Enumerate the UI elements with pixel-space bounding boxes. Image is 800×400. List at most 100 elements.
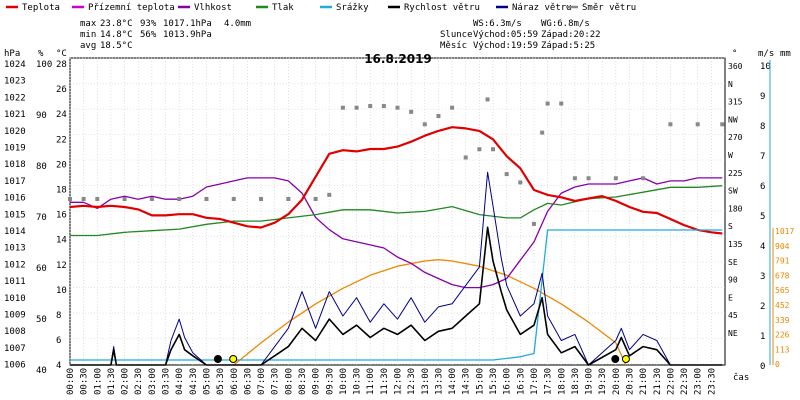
wind-direction-dot	[149, 197, 154, 201]
x-tick-label: 18:00	[557, 368, 567, 395]
wind-speed-info: WS:6.3m/s	[473, 19, 522, 29]
wind-gust-line	[70, 171, 723, 366]
moon-rise: Východ:19:59	[473, 41, 538, 51]
hpa-tick-label: 1009	[4, 311, 26, 321]
direction-tick-label: E	[728, 293, 733, 302]
humidity-tick-label: 100	[36, 60, 52, 70]
wind-direction-dot	[395, 105, 400, 110]
rain-line	[70, 229, 723, 361]
wind-direction-dot	[668, 122, 673, 127]
x-tick-label: 17:30	[544, 368, 554, 395]
temp-tick-label: 22	[56, 135, 67, 145]
hpa-tick-label: 1018	[4, 160, 26, 170]
mm-tick-label: 791	[775, 257, 790, 266]
mm-unit: mm	[780, 49, 791, 59]
wind-direction-dot	[177, 197, 182, 201]
x-tick-label: 09:30	[325, 368, 335, 395]
wind-direction-dot	[545, 101, 550, 106]
mm-tick-label: 678	[775, 271, 790, 280]
moon-label: Měsíc	[440, 41, 467, 51]
x-tick-label: 13:30	[434, 368, 444, 395]
x-tick-label: 10:30	[353, 368, 363, 395]
deg-unit: °	[732, 49, 737, 59]
x-tick-label: 02:30	[134, 368, 144, 395]
wind-direction-dot	[720, 122, 725, 127]
direction-tick-label: NE	[728, 329, 738, 338]
wind-direction-dot	[450, 105, 455, 110]
x-tick-label: 03:00	[148, 368, 158, 395]
x-tick-label: 07:30	[271, 368, 281, 395]
direction-tick-label: 315	[728, 98, 743, 107]
x-tick-label: 01:30	[107, 368, 117, 395]
x-tick-label: 06:00	[230, 368, 240, 395]
direction-tick-label: S	[728, 222, 733, 231]
direction-tick-label: SE	[728, 258, 738, 267]
wind-direction-dot	[695, 122, 700, 127]
ms-tick-label: 7	[760, 152, 765, 162]
legend-label: Směr větru	[582, 3, 636, 13]
direction-tick-label: 90	[728, 276, 738, 285]
wind-direction-dot	[477, 147, 482, 152]
temp-tick-label: 18	[56, 186, 67, 196]
x-tick-label: 00:00	[66, 368, 76, 395]
hpa-tick-label: 1020	[4, 127, 26, 137]
humidity-tick-label: 80	[36, 162, 47, 172]
wind-direction-dot	[381, 104, 386, 109]
mm-tick-label: 339	[775, 316, 790, 325]
hpa-tick-label: 1022	[4, 93, 26, 103]
legend-label: Rychlost větru	[404, 3, 480, 13]
wind-direction-dot	[531, 221, 536, 226]
moon-set: Západ:5:25	[541, 41, 595, 51]
direction-tick-label: NW	[728, 115, 738, 124]
temp-tick-label: 28	[56, 60, 67, 70]
stat-max-rain: 4.0mm	[224, 19, 251, 29]
wind-direction-dot	[327, 192, 332, 197]
hpa-tick-label: 1006	[4, 361, 26, 371]
ms-tick-label: 9	[760, 92, 765, 102]
humidity-tick-label: 70	[36, 213, 47, 223]
stat-max-press: 1017.1hPa	[163, 19, 212, 29]
ms-unit: m/s	[758, 49, 774, 59]
hpa-tick-label: 1008	[4, 327, 26, 337]
wind-direction-dot	[504, 172, 509, 177]
x-tick-label: 04:00	[175, 368, 185, 395]
wind-direction-dot	[313, 197, 318, 201]
sun-rise: Východ:05:59	[473, 30, 538, 40]
temp-tick-label: 14	[56, 236, 67, 246]
x-tick-label: 22:30	[680, 368, 690, 395]
hpa-tick-label: 1019	[4, 144, 26, 154]
x-tick-label: 12:30	[407, 368, 417, 395]
hpa-tick-label: 1013	[4, 244, 26, 254]
hpa-tick-label: 1007	[4, 344, 26, 354]
ms-tick-label: 6	[760, 182, 765, 192]
x-tick-label: 23:30	[707, 368, 717, 395]
wind-direction-dot	[259, 197, 264, 201]
x-tick-label: 04:30	[189, 368, 199, 395]
x-tick-label: 08:00	[284, 368, 294, 395]
wind-direction-dot	[485, 97, 490, 102]
x-tick-label: 13:00	[421, 368, 431, 395]
wind-direction-dot	[122, 197, 127, 201]
hpa-tick-label: 1021	[4, 110, 26, 120]
hpa-unit: hPa	[4, 49, 20, 59]
hpa-tick-label: 1014	[4, 227, 26, 237]
temp-tick-label: 10	[56, 286, 67, 296]
legend-label: Tlak	[272, 3, 294, 13]
temp-tick-label: 24	[56, 110, 67, 120]
temp-tick-label: 6	[56, 336, 61, 346]
stat-min-temp: 14.8°C	[100, 30, 133, 40]
stat-avg-temp: 18.5°C	[100, 41, 133, 51]
wind-direction-dot	[540, 130, 545, 135]
direction-tick-label: 45	[728, 311, 738, 320]
wind-speed-line	[70, 226, 723, 366]
legend-label: Přízemní teplota	[88, 3, 175, 13]
wind-direction-dot	[340, 105, 345, 110]
direction-tick-label: 225	[728, 169, 743, 178]
hpa-tick-label: 1024	[4, 60, 26, 70]
x-tick-label: 12:00	[394, 368, 404, 395]
x-tick-label: 19:00	[585, 368, 595, 395]
wind-direction-dot	[586, 176, 591, 181]
x-tick-label: 14:30	[462, 368, 472, 395]
stat-avg-label: avg	[80, 41, 96, 51]
